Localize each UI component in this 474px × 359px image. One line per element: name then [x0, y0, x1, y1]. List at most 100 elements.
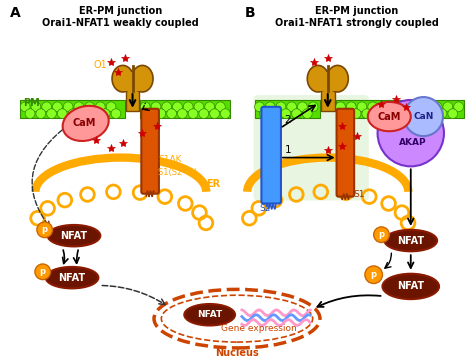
Text: PM: PM [23, 98, 40, 108]
Text: p: p [42, 225, 48, 234]
Circle shape [68, 109, 78, 118]
Circle shape [373, 109, 383, 118]
Circle shape [281, 109, 291, 118]
Text: S1(S2 -/-): S1(S2 -/-) [158, 168, 197, 177]
Circle shape [183, 102, 193, 112]
Text: NFAT: NFAT [397, 236, 424, 246]
Text: 1: 1 [285, 145, 292, 155]
Ellipse shape [154, 289, 320, 348]
Circle shape [145, 109, 155, 118]
Circle shape [57, 109, 67, 118]
Bar [255, 100, 320, 117]
Circle shape [389, 102, 399, 112]
Circle shape [308, 102, 318, 112]
Text: S2: S2 [259, 204, 271, 213]
FancyBboxPatch shape [337, 109, 354, 197]
Text: p: p [371, 270, 377, 279]
FancyArrowPatch shape [143, 103, 149, 111]
Ellipse shape [184, 304, 235, 326]
Text: B: B [245, 6, 255, 20]
Circle shape [90, 109, 100, 118]
Circle shape [416, 109, 425, 118]
Circle shape [85, 102, 94, 112]
Text: ER-PM junction
Orai1-NFAT1 weakly coupled: ER-PM junction Orai1-NFAT1 weakly couple… [43, 6, 199, 28]
Circle shape [156, 109, 166, 118]
Text: S1: S1 [353, 190, 365, 199]
Circle shape [374, 227, 389, 243]
Circle shape [216, 102, 225, 112]
Bar [320, 73, 336, 91]
Circle shape [454, 102, 464, 112]
Text: Gene expression: Gene expression [220, 324, 296, 333]
Text: AKAP: AKAP [399, 139, 427, 148]
Circle shape [448, 109, 457, 118]
Circle shape [188, 109, 198, 118]
Text: p: p [40, 267, 46, 276]
Circle shape [346, 102, 356, 112]
Circle shape [379, 102, 388, 112]
Circle shape [292, 109, 301, 118]
Text: CaN: CaN [413, 112, 434, 121]
Circle shape [167, 109, 176, 118]
Bar [126, 89, 139, 111]
Ellipse shape [307, 65, 329, 92]
Circle shape [400, 102, 410, 112]
Circle shape [427, 109, 436, 118]
FancyBboxPatch shape [141, 109, 159, 194]
Text: p: p [378, 230, 384, 239]
Circle shape [276, 102, 286, 112]
Circle shape [302, 109, 312, 118]
Circle shape [437, 109, 447, 118]
Text: CaM: CaM [72, 118, 95, 129]
Text: O1: O1 [93, 60, 107, 70]
Text: S1ΔK: S1ΔK [158, 155, 182, 164]
Circle shape [357, 102, 367, 112]
Ellipse shape [384, 230, 437, 251]
Circle shape [404, 97, 443, 136]
Bar [125, 73, 140, 91]
FancyBboxPatch shape [261, 107, 281, 204]
Circle shape [265, 102, 275, 112]
Ellipse shape [132, 65, 153, 92]
Circle shape [378, 100, 444, 166]
Circle shape [151, 102, 161, 112]
Circle shape [173, 102, 182, 112]
Circle shape [194, 102, 204, 112]
Circle shape [259, 109, 269, 118]
Circle shape [100, 109, 110, 118]
Circle shape [25, 109, 35, 118]
Circle shape [336, 102, 346, 112]
Circle shape [162, 102, 172, 112]
Circle shape [74, 102, 84, 112]
Circle shape [432, 102, 442, 112]
Circle shape [411, 102, 420, 112]
Circle shape [394, 109, 404, 118]
Circle shape [443, 102, 453, 112]
Text: Nucleus: Nucleus [215, 348, 259, 358]
Text: NFAT: NFAT [397, 281, 424, 292]
Ellipse shape [63, 106, 109, 141]
Circle shape [31, 102, 41, 112]
Circle shape [270, 109, 280, 118]
Circle shape [53, 102, 62, 112]
Circle shape [95, 102, 105, 112]
Circle shape [287, 102, 297, 112]
Circle shape [35, 264, 51, 280]
Circle shape [205, 102, 215, 112]
Ellipse shape [368, 102, 411, 131]
Circle shape [177, 109, 187, 118]
Circle shape [36, 109, 46, 118]
Circle shape [298, 102, 307, 112]
Circle shape [365, 266, 383, 284]
Ellipse shape [327, 65, 348, 92]
Circle shape [362, 109, 372, 118]
Circle shape [210, 109, 219, 118]
Text: NFAT: NFAT [197, 310, 222, 319]
Bar [140, 100, 230, 117]
Circle shape [220, 109, 230, 118]
Circle shape [111, 109, 121, 118]
Circle shape [351, 109, 361, 118]
Text: 2: 2 [284, 115, 291, 125]
Circle shape [199, 109, 209, 118]
Ellipse shape [112, 65, 134, 92]
